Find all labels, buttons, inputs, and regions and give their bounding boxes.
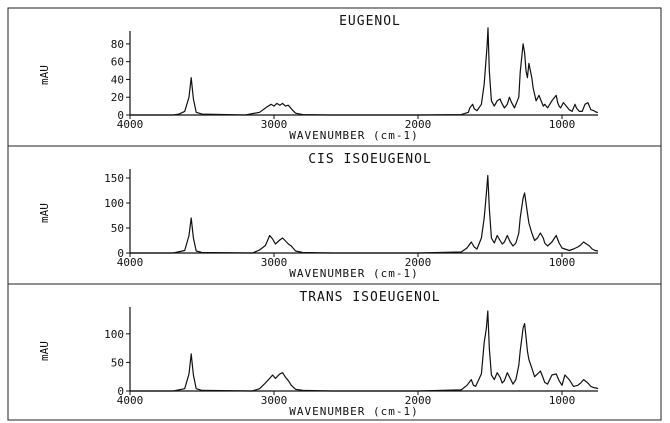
x-tick-label: 4000 — [117, 256, 144, 269]
figure-frame — [7, 7, 662, 421]
y-tick-label: 20 — [111, 91, 124, 104]
x-tick-label: 1000 — [549, 256, 576, 269]
chart-panel-3: TRANS ISOEUGENOL 0 50 100 4000 3000 2000 1000 WA… — [38, 290, 599, 418]
y-axis-label: mAU — [38, 65, 51, 85]
y-tick-label: 50 — [111, 356, 124, 369]
spectrum-trace-1 — [130, 27, 598, 116]
x-axis-label: WAVENUMBER (cm-1) — [289, 129, 419, 142]
y-tick-label: 50 — [111, 222, 124, 235]
y-tick-label: 80 — [111, 38, 124, 51]
x-tick-label: 4000 — [117, 394, 144, 407]
spectrum-trace-1 — [130, 310, 599, 392]
x-axis-label: WAVENUMBER (cm-1) — [289, 405, 419, 418]
y-axis-label: mAU — [38, 203, 51, 223]
y-tick-label: 40 — [111, 73, 124, 86]
chart-title: EUGENOL — [339, 14, 401, 29]
spectrum-trace-1 — [130, 174, 599, 254]
chart-title: TRANS ISOEUGENOL — [299, 290, 440, 305]
x-tick-label: 2000 — [405, 118, 432, 131]
x-tick-label: 2000 — [405, 394, 432, 407]
y-axis-label: mAU — [38, 341, 51, 361]
y-tick-label: 0 — [117, 385, 124, 398]
y-tick-label: 60 — [111, 56, 124, 69]
y-tick-label: 100 — [104, 197, 124, 210]
x-tick-label: 3000 — [261, 256, 288, 269]
y-tick-label: 0 — [117, 109, 124, 122]
y-tick-label: 100 — [104, 328, 124, 341]
x-tick-label: 4000 — [117, 118, 144, 131]
x-axis-label: WAVENUMBER (cm-1) — [289, 267, 419, 280]
x-tick-label: 3000 — [261, 394, 288, 407]
chart-panel-1: EUGENOL 0 20 40 60 80 4000 3000 2000 1000 WAVENUMB… — [38, 14, 598, 142]
x-tick-label: 1000 — [549, 394, 576, 407]
x-tick-label: 1000 — [549, 118, 576, 131]
chart-title: CIS ISOEUGENOL — [308, 152, 432, 167]
chart-panel-2: CIS ISOEUGENOL 0 50 100 150 4000 3000 2000 1000 W… — [38, 152, 599, 280]
y-tick-label: 150 — [104, 172, 124, 185]
x-tick-label: 3000 — [261, 118, 288, 131]
x-tick-label: 2000 — [405, 256, 432, 269]
y-tick-label: 0 — [117, 247, 124, 260]
